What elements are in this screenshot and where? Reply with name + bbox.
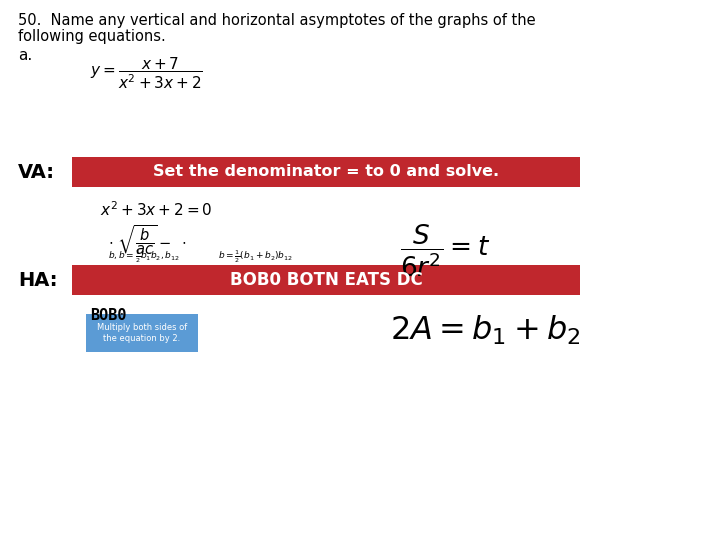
FancyBboxPatch shape — [72, 157, 580, 187]
Text: 50.  Name any vertical and horizontal asymptotes of the graphs of the: 50. Name any vertical and horizontal asy… — [18, 13, 536, 28]
Text: following equations.: following equations. — [18, 29, 166, 44]
Text: Multiply both sides of
the equation by 2.: Multiply both sides of the equation by 2… — [97, 323, 187, 343]
Text: $b = \frac{1}{2}(b_1 + b_2)b_{12}$: $b = \frac{1}{2}(b_1 + b_2)b_{12}$ — [218, 248, 293, 265]
Text: BOB0: BOB0 — [90, 308, 127, 323]
Text: BOB0 BOTN EATS DC: BOB0 BOTN EATS DC — [230, 271, 423, 289]
FancyBboxPatch shape — [72, 265, 580, 295]
Text: $x^2 + 3x + 2 = 0$: $x^2 + 3x + 2 = 0$ — [100, 200, 212, 219]
Text: Set the denominator = to 0 and solve.: Set the denominator = to 0 and solve. — [153, 165, 499, 179]
Text: $\dfrac{S}{6r^2} = t$: $\dfrac{S}{6r^2} = t$ — [400, 222, 490, 279]
Text: $b,b = \frac{1}{2}b_1 b_2, b_{12}$: $b,b = \frac{1}{2}b_1 b_2, b_{12}$ — [108, 248, 180, 265]
Text: HA:: HA: — [18, 271, 58, 289]
Text: $2A = b_1 + b_2$: $2A = b_1 + b_2$ — [390, 313, 580, 347]
Text: $y = \dfrac{x + 7}{x^2 + 3x + 2}$: $y = \dfrac{x + 7}{x^2 + 3x + 2}$ — [90, 56, 203, 91]
FancyBboxPatch shape — [86, 314, 198, 352]
Text: $\cdot \ \sqrt{\dfrac{b}{ac}} - \ \cdot$: $\cdot \ \sqrt{\dfrac{b}{ac}} - \ \cdot$ — [108, 224, 186, 257]
Text: a.: a. — [18, 48, 32, 63]
Text: VA:: VA: — [18, 163, 55, 181]
